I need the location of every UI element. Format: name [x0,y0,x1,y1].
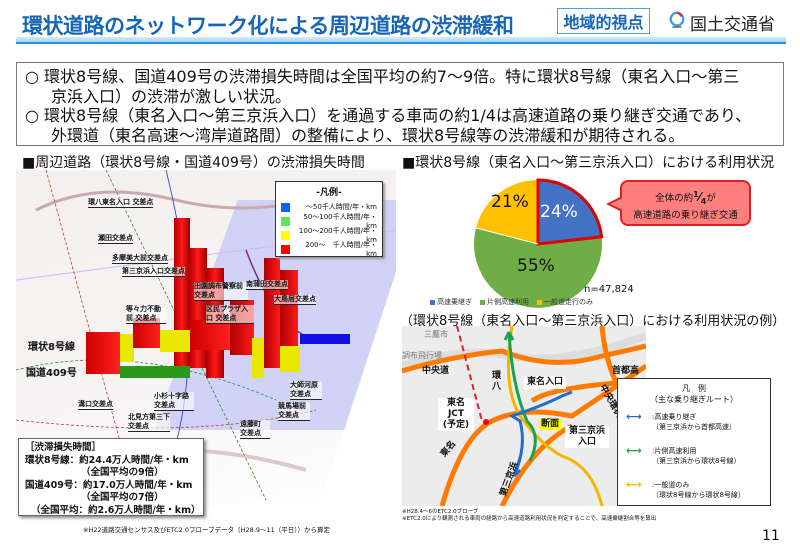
pie-legend-item: 高速乗継ぎ [430,297,472,307]
bar-segment-yellow [252,338,264,378]
title-underline [16,37,786,44]
bar-denen [190,320,230,350]
label-kanpachi-tomei: 環八東名入口 交差点 [88,198,154,208]
label-daisan-keihin: 第三京浜入口交差点 [122,267,185,277]
quarter-transfer-callout: 全体の約1⁄4が 高速道路の乗り継ぎ交通 [620,180,751,226]
callout-line1: 全体の約1⁄4が [655,190,716,207]
label-todoroki: 等々力不動前 交差点 [126,305,166,324]
summary-line: ○ 環状8号線（東名入口～第三京浜入口）を通過する車両の約1/4は高速道路の乗り… [25,106,752,125]
summary-line: ○ 環状8号線、国道409号の渋滞損失時間は全国平均の約7～9倍。特に環状8号線… [25,67,740,86]
bar-minami-kamata [264,258,280,368]
pie-slice-transfer [538,180,602,244]
pie-label-21: 21% [491,192,529,212]
route-legend-item: ⟷ :高速乗り継ぎ （第三京浜から首都高速） [626,410,736,431]
ring8-label: 環状8号線 [28,342,75,353]
pie-legend-item: 一般道走行のみ [537,297,593,307]
bar-segment-yellow [120,334,134,362]
legend-item: 50～100千人時間/年・km [281,213,377,230]
congestion-legend: -凡例- ～50千人時間/年・km 50～100千人時間/年・km 100～20… [275,181,383,258]
bar-otorii [280,270,298,360]
congestion-stats-box: ［渋滞損失時間］ 環状8号線：約24.4万人時間/年・km （全国平均の9倍） … [18,438,204,516]
ministry-name: 国土交通省 [690,15,775,35]
label-kosugi: 小杉十字路 交差点 [154,392,194,411]
bar-seta [189,248,207,368]
green-swatch [281,216,290,226]
bar-mizonokuchi [86,332,120,374]
route-legend-subtitle: （主な乗り継ぎルート） [650,395,738,404]
tomei-jct-marker [483,419,489,425]
map-label-kanpachi: 環八 [492,371,502,392]
left-source-note: ※H22道路交通センサス及びETC2.0プローブデータ（H28.9～11（平日）… [83,526,331,534]
pie-label-55: 55% [517,256,555,276]
green-double-arrow-icon: ⟷ [626,444,642,457]
pie-legend-item: 片側高速利用 [480,297,529,307]
callout-line2: 高速道路の乗り継ぎ交通 [633,210,738,222]
map-label-tomei-entrance: 東名入口 [524,376,567,389]
route-legend-item: ⟷ :片側高速利用 （第三京浜から環状8号線） [626,444,741,465]
callout-pointer-fill [610,198,623,210]
stats-r409: 国道409号：約17.0万人時間/年・km [25,479,193,491]
red-swatch [281,244,290,254]
bar-segment-yellow [280,346,300,372]
map-label-chuo-expwy: 中央道 [422,366,450,376]
stats-heading: ［渋滞損失時間］ [25,442,102,453]
bar-segment-green [120,366,190,378]
label-denen: 田園調布警察前 交差点 [194,282,248,301]
bar-segment-blue [300,334,350,344]
stats-r409-compare: （全国平均の7倍） [81,492,164,503]
route-legend-title: 凡 例 [682,384,706,393]
right-source-notes: ※H28.4～6のETC2.0プローブ ※ETC2.0により観測される車両の経路… [402,509,657,522]
label-minami-kamata: 南蒲田交差点 [246,280,288,290]
label-otorii: 大鳥居交差点 [274,295,316,305]
bar-segment-yellow [160,330,190,352]
blue-double-arrow-icon: ⟷ [626,410,642,423]
regional-perspective-badge: 地域的視点 [557,8,650,34]
page-title: 環状道路のネットワーク化による周辺道路の渋滞緩和 [22,14,514,38]
congestion-loss-section-title: ■周辺道路（環状8号線・国道409号）の渋滞損失時間 [22,155,365,171]
yellow-double-arrow-icon: ⟷ [626,478,642,491]
legend-item: 100～200千人時間/年・km [281,227,377,244]
label-mizonokuchi: 溝口交差点 [78,400,113,410]
sample-size: n=47,824 [584,284,634,295]
label-endocho: 遠藤町 交差点 [240,420,270,439]
stats-ring8: 環状8号線：約24.4万人時間/年・km [25,454,189,466]
map-label-daisan-keihin-entrance: 第三京浜 入口 [565,426,609,448]
stats-ring8-compare: （全国平均の9倍） [81,467,164,478]
blue-swatch [281,202,290,212]
label-tamabi: 多摩美大前交差点 [112,254,168,264]
mlit-logo-icon [669,11,685,28]
map-label-tomei-jct: 東名 JCT (予定) [438,398,474,431]
label-daishigawara: 大師河原 交差点 [290,381,322,400]
label-keibajo: 競馬場前 交差点 [278,402,310,421]
pie-label-24: 24% [540,202,578,222]
legend-title: -凡例- [316,188,342,198]
route-example-map: 三鷹市 調布飛行場 中央道 環八 東名 JCT (予定) 東名 東名入口 断面 … [402,326,646,506]
route-map-lines [402,326,646,506]
yellow-swatch [281,230,290,240]
legend-item: 200～ 千人時間/年・km [281,241,377,258]
summary-box: ○ 環状8号線、国道409号の渋滞損失時間は全国平均の約7～9倍。特に環状8号線… [16,62,784,146]
usage-section-title: ■環状8号線（東名入口～第三京浜入口）における利用状況 [402,155,775,171]
label-kumin-plaza: 区民プラザ入口 交差点 [206,305,254,324]
usage-pie-chart [473,178,604,308]
map-label-section: 断面 [539,419,562,430]
map-label-chofu-airport: 調布飛行場 [402,351,442,360]
pie-slice-local-road-only [476,179,538,244]
route409-label: 国道409号 [26,368,77,379]
label-seta: 瀬田交差点 [98,234,133,244]
map-label-mitaka: 三鷹市 [424,330,448,339]
route-map-title: （環状8号線（東名入口～第三京浜入口）における利用状況の例） [400,314,786,329]
page-number: 11 [762,528,780,544]
legend-item: ～50千人時間/年・km [281,200,377,214]
label-kitamikata: 北見方第三下 交差点 [128,413,170,432]
summary-line: 京浜入口）の渋滞が激しい状況。 [51,86,292,106]
stats-national-average: （全国平均：約2.6万人時間/年・km） [31,504,201,516]
summary-line: 外環道（東名高速～湾岸道路間）の整備により、環状8号線等の渋滞緩和が期待される。 [51,125,685,145]
pie-legend: 高速乗継ぎ 片側高速利用 一般道走行のみ [430,297,593,307]
pie-slice-one-side-expressway [473,227,602,308]
route-legend-item: ⟷ :一般道のみ （環状8号線から環状8号線） [626,478,745,499]
route-legend: 凡 例 （主な乗り継ぎルート） ⟷ :高速乗り継ぎ （第三京浜から首都高速） ⟷ … [617,378,771,506]
map-label-shuto: 首都高 [612,366,640,376]
